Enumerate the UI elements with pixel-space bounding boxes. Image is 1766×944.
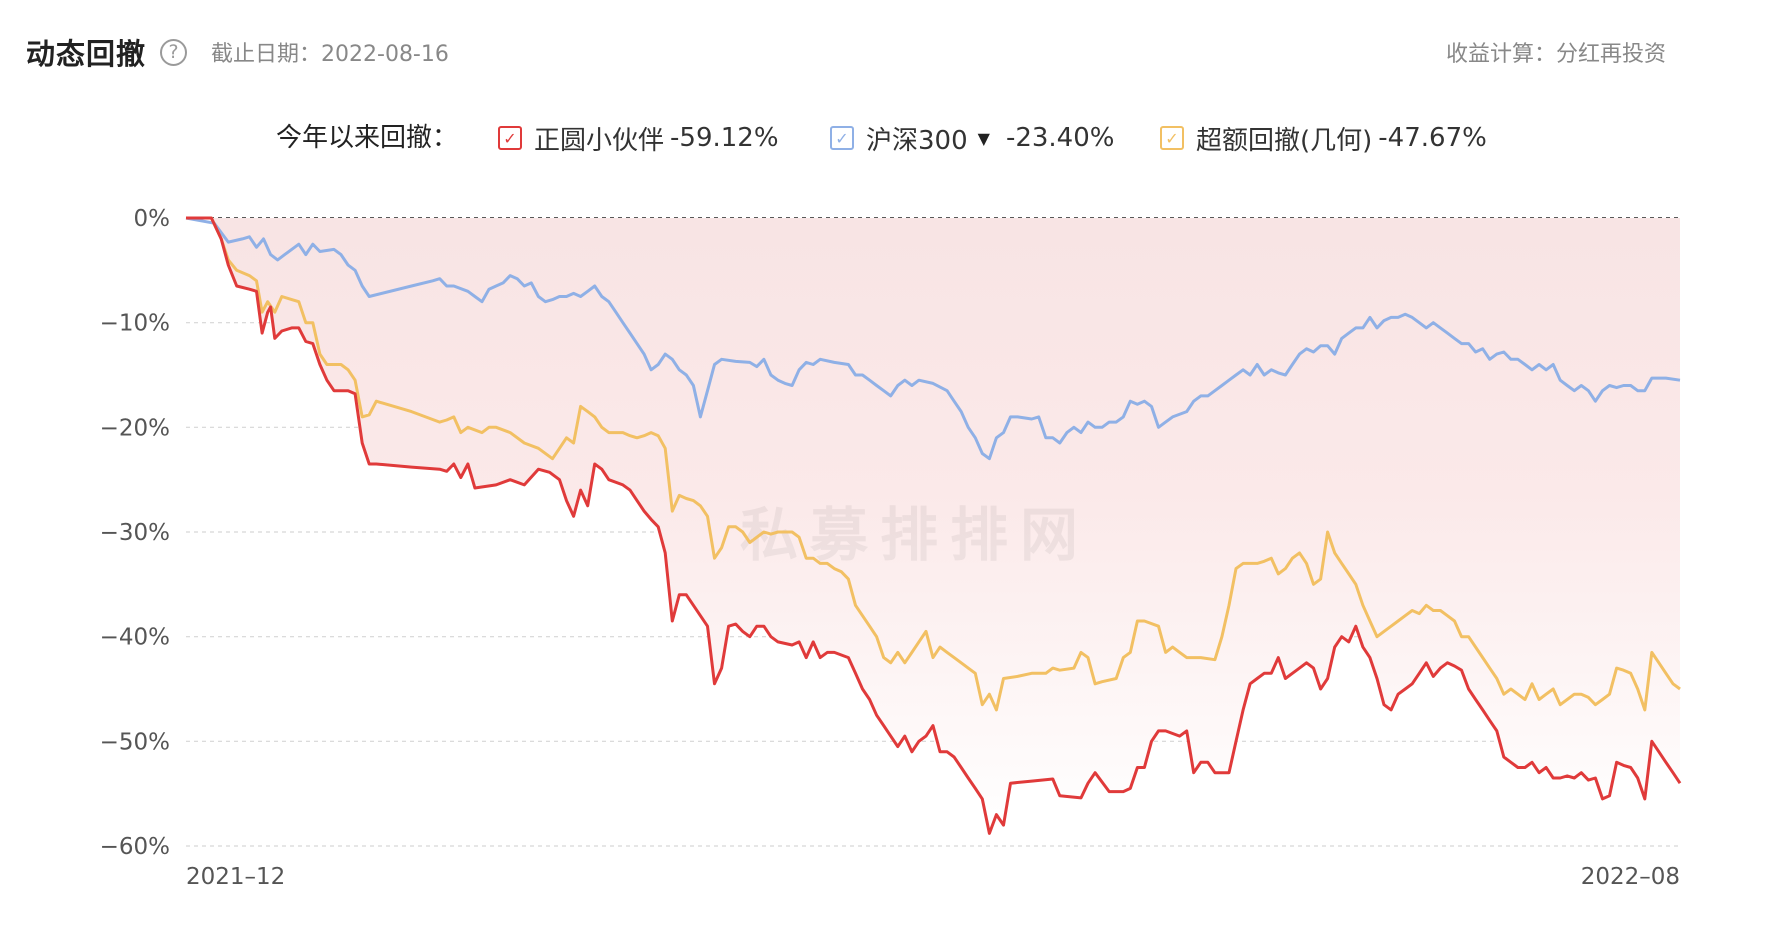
legend-series-value: -23.40% — [1005, 123, 1115, 153]
x-tick-label: 2022–08 — [1581, 864, 1680, 890]
y-tick-label: −10% — [100, 311, 170, 337]
return-calculation-method: 收益计算：分红再投资 — [1445, 42, 1666, 67]
dropdown-arrow-icon[interactable]: ▼ — [977, 128, 990, 148]
drawdown-area-fill — [186, 218, 1680, 834]
legend-series-value: -59.12% — [670, 123, 779, 153]
legend-item-fund[interactable]: ✓ 正圆小伙伴 -59.12% — [498, 118, 779, 158]
series-lines — [185, 216, 1682, 835]
checkbox-icon[interactable]: ✓ — [498, 126, 522, 150]
legend-item-index[interactable]: ✓ 沪深300 ▼ -23.40% — [830, 118, 1114, 158]
y-tick-label: −40% — [100, 625, 170, 651]
checkbox-icon[interactable]: ✓ — [830, 126, 854, 150]
y-tick-label: −30% — [100, 520, 170, 546]
legend-series-name: 正圆小伙伴 — [534, 125, 665, 156]
series-line-2 — [186, 216, 1681, 712]
chart-header: 动态回撤 ? 截止日期：2022-08-16 — [26, 28, 449, 76]
legend: 今年以来回撤： ✓ 正圆小伙伴 -59.12% ✓ 沪深300 ▼ -23.40… — [0, 118, 1766, 158]
x-axis: 2021–12 2022–08 — [186, 864, 1680, 890]
y-tick-label: −50% — [100, 729, 170, 755]
series-line-1 — [185, 216, 1681, 461]
y-tick-label: −60% — [100, 834, 170, 860]
legend-item-excess[interactable]: ✓ 超额回撤(几何) -47.67% — [1160, 118, 1487, 158]
y-tick-label: 0% — [134, 206, 171, 232]
chart-title: 动态回撤 — [26, 37, 147, 71]
x-tick-label: 2021–12 — [186, 864, 285, 890]
question-circle-icon[interactable]: ? — [160, 38, 188, 66]
checkbox-icon[interactable]: ✓ — [1160, 126, 1184, 150]
legend-series-value: -47.67% — [1378, 123, 1487, 153]
cutoff-date: 截止日期：2022-08-16 — [211, 42, 449, 67]
legend-prefix: 今年以来回撤： — [276, 123, 459, 153]
legend-series-name: 超额回撤(几何) — [1196, 125, 1373, 156]
y-tick-label: −20% — [100, 415, 170, 441]
legend-series-name: 沪深300 — [866, 125, 968, 156]
watermark: 私募排排网 — [740, 501, 1090, 569]
y-axis: 0% −10% −20% −30% −40% −50% −60% — [100, 206, 170, 860]
series-line-0 — [186, 216, 1682, 835]
